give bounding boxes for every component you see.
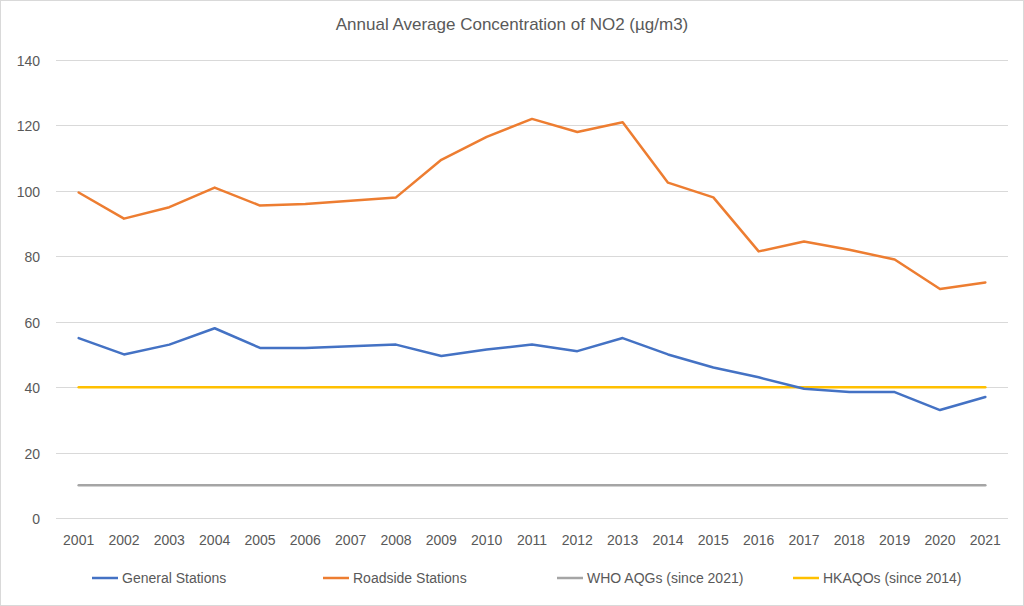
x-tick-label: 2007 (335, 532, 366, 548)
grid-line (56, 322, 1008, 323)
series-line (79, 386, 986, 389)
x-tick-label: 2013 (607, 532, 638, 548)
grid-line (56, 191, 1008, 192)
x-tick-label: 2018 (834, 532, 865, 548)
x-tick-label: 2006 (290, 532, 321, 548)
grid-line (56, 387, 1008, 388)
x-tick-label: 2016 (743, 532, 774, 548)
y-axis: 0 20 40 60 80 100 120 140 (17, 53, 1008, 527)
grid-line (56, 256, 1008, 257)
legend-label: Roadside Stations (353, 570, 467, 586)
x-tick-label: 2008 (380, 532, 411, 548)
x-tick-label: 2014 (652, 532, 683, 548)
grid-line (56, 518, 1008, 519)
x-tick-label: 2019 (879, 532, 910, 548)
legend-label: General Stations (122, 570, 226, 586)
x-tick-label: 2021 (970, 532, 1001, 548)
y-tick-label: 140 (17, 53, 41, 69)
legend: General Stations Roadside Stations WHO AQG… (92, 570, 962, 586)
grid-line (56, 453, 1008, 454)
x-tick-label: 2002 (108, 532, 139, 548)
plot-area (79, 119, 986, 485)
y-tick-label: 60 (24, 315, 40, 331)
x-tick-label: 2015 (698, 532, 729, 548)
grid-line (56, 125, 1008, 126)
y-tick-label: 120 (17, 118, 41, 134)
grid-line (56, 60, 1008, 61)
y-tick-label: 40 (24, 380, 40, 396)
legend-label: WHO AQGs (since 2021) (587, 570, 743, 586)
x-tick-label: 2001 (63, 532, 94, 548)
y-tick-label: 80 (24, 249, 40, 265)
x-tick-label: 2010 (471, 532, 502, 548)
legend-swatch (557, 577, 583, 580)
legend-swatch (793, 577, 819, 580)
x-tick-label: 2005 (244, 532, 275, 548)
x-tick-label: 2009 (426, 532, 457, 548)
x-tick-label: 2020 (924, 532, 955, 548)
x-tick-label: 2003 (154, 532, 185, 548)
x-axis: 2001 2002 2003 2004 2005 2006 2007 2008 2009 2010… (63, 532, 1001, 548)
x-tick-label: 2012 (562, 532, 593, 548)
y-tick-label: 20 (24, 446, 40, 462)
legend-swatch (92, 577, 118, 580)
chart-svg: Annual Average Concentration of NO2 (µg/… (0, 0, 1024, 606)
series-line (79, 484, 986, 487)
legend-label: HKAQOs (since 2014) (823, 570, 962, 586)
x-tick-label: 2017 (788, 532, 819, 548)
legend-swatch (323, 577, 349, 580)
x-tick-label: 2011 (517, 532, 547, 548)
chart-title: Annual Average Concentration of NO2 (µg/… (336, 15, 689, 34)
y-tick-label: 100 (17, 184, 41, 200)
y-tick-label: 0 (32, 511, 40, 527)
chart-container: Annual Average Concentration of NO2 (µg/… (0, 0, 1024, 606)
series-line (79, 328, 986, 410)
series-line (79, 119, 986, 289)
x-tick-label: 2004 (199, 532, 230, 548)
chart-frame (1, 1, 1024, 606)
